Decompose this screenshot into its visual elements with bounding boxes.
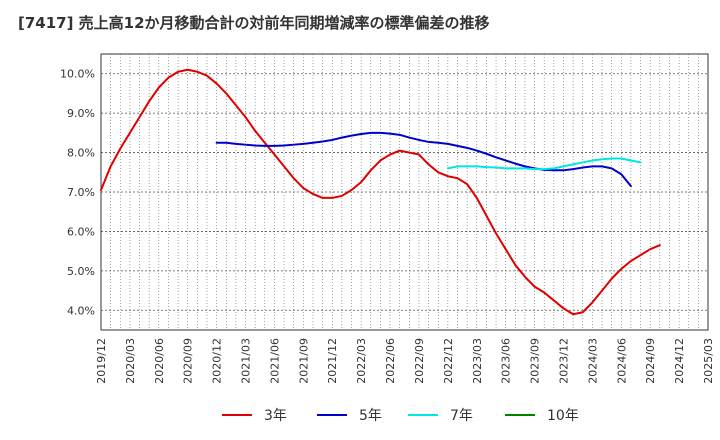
series-line-2 [446,157,642,171]
x-tick-label: 2019/12 [95,338,108,384]
legend-item-3y: 3年 [222,403,287,427]
x-tick-label: 2024/06 [615,338,628,384]
x-tick-label: 2022/09 [413,338,426,384]
legend: 3年 5年 7年 10年 [0,403,720,427]
legend-swatch-7y [408,414,438,416]
series-lines [100,68,661,316]
legend-label-7y: 7年 [450,408,473,424]
x-tick-label: 2024/12 [673,338,686,384]
x-tick-label: 2025/03 [702,338,715,384]
x-tick-label: 2022/06 [384,338,397,384]
y-tick-label: 5.0% [67,265,95,278]
x-tick-label: 2020/03 [124,338,137,384]
y-tick-label: 9.0% [67,107,95,120]
legend-label-5y: 5年 [359,408,382,424]
x-tick-label: 2023/03 [471,338,484,384]
legend-label-10y: 10年 [547,408,579,424]
x-tick-label: 2022/12 [442,338,455,384]
legend-label-3y: 3年 [264,408,287,424]
x-tick-label: 2024/09 [644,338,657,384]
plot-frame [100,53,709,331]
grid-lines [100,54,709,330]
y-tick-label: 7.0% [67,186,95,199]
x-tick-label: 2020/06 [153,338,166,384]
y-tick-label: 10.0% [60,68,95,81]
legend-item-5y: 5年 [317,403,382,427]
y-tick-label: 4.0% [67,304,95,317]
series-line-1 [215,131,632,188]
y-tick-label: 8.0% [67,147,95,160]
x-tick-label: 2023/12 [557,338,570,384]
x-tick-label: 2022/03 [355,338,368,384]
y-tick-labels: 4.0% 5.0% 6.0% 7.0% 8.0% 9.0% 10.0% [60,68,95,318]
x-tick-label: 2020/12 [211,338,224,384]
y-tick-label: 6.0% [67,225,95,238]
chart-title: [7417] 売上高12か月移動合計の対前年同期増減率の標準偏差の推移 [18,14,490,32]
legend-item-10y: 10年 [505,403,579,427]
x-tick-label: 2021/03 [240,338,253,384]
x-tick-label: 2023/09 [529,338,542,384]
legend-swatch-5y [317,414,347,416]
legend-swatch-10y [505,414,535,416]
x-tick-label: 2021/09 [297,338,310,384]
legend-item-7y: 7年 [408,403,473,427]
series-line-0 [100,68,661,316]
x-tick-label: 2023/06 [500,338,513,384]
x-tick-label: 2021/12 [326,338,339,384]
legend-swatch-3y [222,414,252,416]
axes [100,53,709,331]
x-tick-labels: 2019/12 2020/03 2020/06 2020/09 2020/12 2021/… [95,338,715,384]
x-tick-label: 2021/06 [268,338,281,384]
x-tick-label: 2024/03 [586,338,599,384]
x-tick-label: 2020/09 [182,338,195,384]
